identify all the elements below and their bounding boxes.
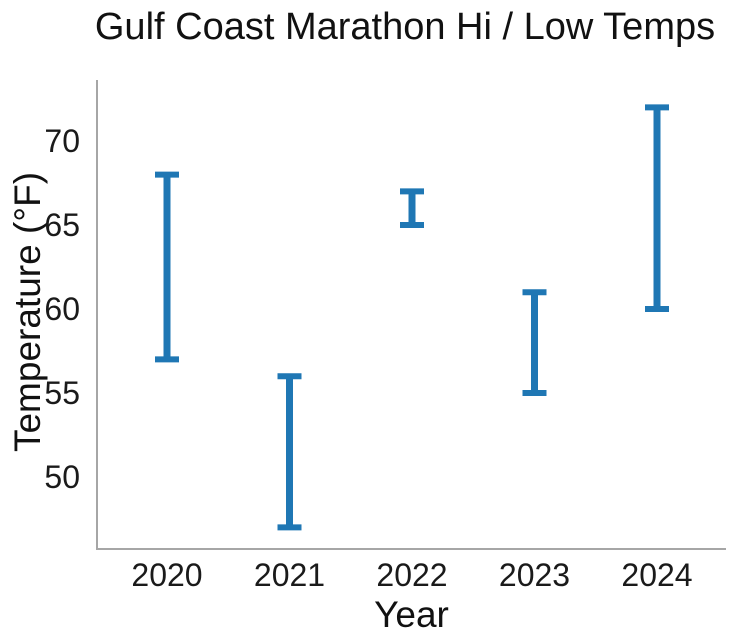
errorbar-2022 bbox=[400, 188, 424, 228]
x-tick-label-2020: 2020 bbox=[131, 557, 203, 593]
y-tick-label-70: 70 bbox=[44, 123, 80, 159]
errorbar-2021 bbox=[277, 373, 302, 531]
y-tick-label-60: 60 bbox=[44, 291, 80, 327]
x-tick-label-2024: 2024 bbox=[621, 557, 693, 593]
errorbar-2020 bbox=[155, 171, 179, 363]
errorbar-2023 bbox=[522, 289, 547, 396]
errorbar-2024 bbox=[645, 104, 669, 312]
x-tick-label-2022: 2022 bbox=[376, 557, 448, 593]
x-tick-label-2023: 2023 bbox=[498, 557, 571, 593]
x-tick-label-2021: 2021 bbox=[253, 557, 326, 593]
y-tick-label-50: 50 bbox=[44, 459, 80, 495]
x-axis-label: Year bbox=[374, 594, 449, 635]
y-tick-label-65: 65 bbox=[44, 207, 80, 243]
chart-title: Gulf Coast Marathon Hi / Low Temps bbox=[94, 6, 716, 48]
y-tick-label-55: 55 bbox=[44, 375, 80, 411]
